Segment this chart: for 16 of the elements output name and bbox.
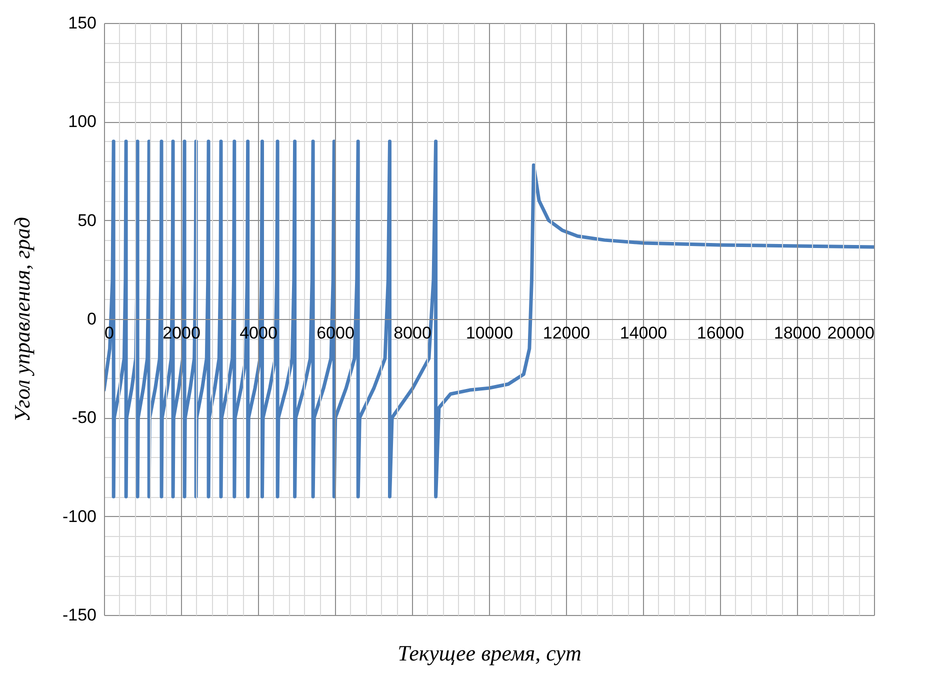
y-tick-label: 50 [78,210,96,230]
y-tick-label: 0 [87,310,96,328]
x-tick-label: 20000 [827,324,874,342]
x-tick-label: 18000 [774,324,822,342]
y-tick-label: -50 [72,408,96,428]
x-tick-label: 14000 [620,324,668,342]
y-axis-title: Угол управления, град [9,217,34,422]
x-tick-label: 12000 [542,324,590,342]
x-axis-title: Текущее время, сут [398,640,582,666]
y-tick-label: -100 [62,506,96,526]
y-tick-label: 100 [68,112,96,132]
y-tick-label: -150 [62,606,96,624]
y-tick-label: 150 [68,14,96,32]
x-tick-label: 10000 [466,324,514,342]
line-series [104,140,874,498]
x-tick-label: 16000 [696,324,744,342]
